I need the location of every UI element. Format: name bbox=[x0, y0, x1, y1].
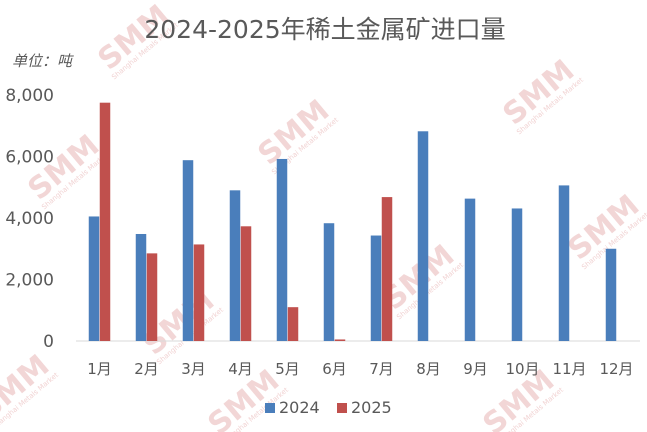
y-tick-label: 2,000 bbox=[5, 271, 54, 291]
legend-item-2025: 2025 bbox=[337, 398, 392, 417]
bar-2025-7月 bbox=[381, 197, 393, 341]
bar-2024-11月 bbox=[558, 185, 570, 341]
x-tick-label: 5月 bbox=[275, 360, 300, 378]
y-tick-label: 4,000 bbox=[5, 209, 54, 229]
bar-2024-3月 bbox=[182, 160, 194, 341]
bar-2025-1月 bbox=[99, 102, 111, 341]
chart-title: 2024-2025年稀土金属矿进口量 bbox=[144, 15, 505, 44]
legend-label: 2024 bbox=[279, 398, 320, 417]
bar-2024-12月 bbox=[605, 248, 617, 341]
bar-2024-7月 bbox=[370, 235, 382, 341]
x-tick-label: 7月 bbox=[369, 360, 394, 378]
x-tick-label: 3月 bbox=[181, 360, 206, 378]
bar-2024-9月 bbox=[464, 198, 476, 341]
x-tick-label: 6月 bbox=[322, 360, 347, 378]
bar-2025-6月 bbox=[334, 339, 346, 341]
bar-2024-8月 bbox=[417, 131, 429, 341]
bar-2024-2月 bbox=[135, 233, 147, 341]
legend-swatch bbox=[265, 403, 275, 413]
x-tick-label: 8月 bbox=[416, 360, 441, 378]
bar-2024-10月 bbox=[511, 208, 523, 341]
x-tick-label: 10月 bbox=[505, 360, 539, 378]
bars bbox=[88, 102, 617, 341]
bar-2025-4月 bbox=[240, 226, 252, 341]
y-tick-label: 8,000 bbox=[5, 86, 54, 106]
y-tick-label: 6,000 bbox=[5, 148, 54, 168]
x-tick-label: 9月 bbox=[463, 360, 488, 378]
bar-2024-4月 bbox=[229, 190, 241, 341]
y-tick-label: 0 bbox=[43, 332, 54, 352]
bar-2024-5月 bbox=[276, 158, 288, 341]
legend-swatch bbox=[337, 403, 347, 413]
x-tick-label: 11月 bbox=[552, 360, 586, 378]
bar-2024-1月 bbox=[88, 216, 100, 341]
y-unit-label: 单位：吨 bbox=[12, 52, 74, 70]
x-tick-label: 2月 bbox=[134, 360, 159, 378]
legend-label: 2025 bbox=[351, 398, 392, 417]
bar-2025-3月 bbox=[193, 244, 205, 341]
legend: 2024 2025 bbox=[265, 398, 392, 417]
x-tick-label: 4月 bbox=[228, 360, 253, 378]
bar-2025-2月 bbox=[146, 253, 158, 341]
bar-2025-5月 bbox=[287, 307, 299, 341]
x-tick-label: 12月 bbox=[599, 360, 633, 378]
legend-item-2024: 2024 bbox=[265, 398, 320, 417]
x-tick-label: 1月 bbox=[87, 360, 112, 378]
x-axis-ticks: 1月 2月 3月 4月 5月 6月 7月 8月 9月 10月 11月 12月 bbox=[87, 360, 633, 378]
bar-2024-6月 bbox=[323, 223, 335, 341]
y-axis-ticks: 0 2,000 4,000 6,000 8,000 bbox=[5, 86, 54, 352]
